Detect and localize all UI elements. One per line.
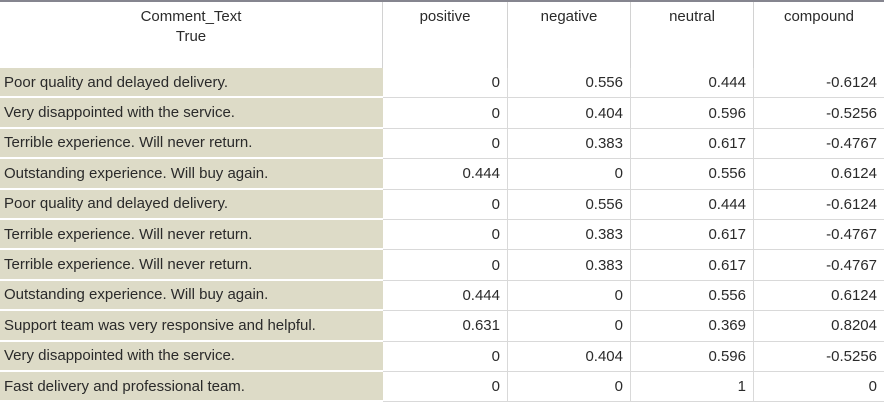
negative-value: 0.404: [508, 341, 631, 372]
compound-value: -0.4767: [754, 129, 884, 160]
negative-value: 0: [508, 280, 631, 312]
table-row: Support team was very responsive and hel…: [0, 311, 884, 342]
comment-cell: Fast delivery and professional team.: [0, 371, 383, 402]
neutral-value: 1: [631, 371, 754, 402]
negative-value: 0.383: [508, 250, 631, 281]
neutral-value: 0.369: [631, 311, 754, 342]
table-row: Very disappointed with the service. 0 0.40…: [0, 98, 884, 129]
negative-value: 0.383: [508, 219, 631, 251]
positive-value: 0.631: [383, 311, 508, 342]
table-row: Terrible experience. Will never return. 0…: [0, 219, 884, 251]
neutral-value: 0.617: [631, 128, 754, 160]
compound-value: -0.4767: [754, 250, 884, 281]
positive-value: 0: [383, 341, 508, 372]
neutral-value: 0.556: [631, 280, 754, 312]
positive-value: 0: [383, 68, 508, 99]
comment-cell: Poor quality and delayed delivery.: [0, 189, 383, 220]
positive-value: 0.444: [383, 280, 508, 312]
compound-value: 0.8204: [754, 311, 884, 342]
table-row: Very disappointed with the service. 0 0.40…: [0, 341, 884, 372]
comment-cell: Terrible experience. Will never return.: [0, 128, 383, 160]
positive-value: 0.444: [383, 159, 508, 190]
compound-value: -0.5256: [754, 342, 884, 372]
neutral-value: 0.596: [631, 98, 754, 129]
positive-value: 0: [383, 219, 508, 251]
negative-value: 0: [508, 311, 631, 342]
compound-value: 0.6124: [754, 159, 884, 190]
column-header-negative: negative: [508, 2, 631, 68]
column-header-compound: compound: [783, 8, 855, 25]
comment-cell: Poor quality and delayed delivery.: [0, 68, 383, 99]
compound-value: -0.5256: [754, 98, 884, 129]
comment-cell: Support team was very responsive and hel…: [0, 311, 383, 342]
index-header-name: Comment_Text: [140, 8, 242, 25]
comment-cell: Very disappointed with the service.: [0, 98, 383, 129]
table-row: Poor quality and delayed delivery. 0 0.556…: [0, 68, 884, 99]
positive-value: 0: [383, 128, 508, 160]
negative-value: 0.556: [508, 68, 631, 99]
neutral-value: 0.617: [631, 219, 754, 251]
compound-value: -0.6124: [754, 190, 884, 220]
comment-cell: Terrible experience. Will never return.: [0, 219, 383, 251]
negative-value: 0.556: [508, 189, 631, 220]
table-row: Terrible experience. Will never return. 0…: [0, 250, 884, 281]
neutral-value: 0.617: [631, 250, 754, 281]
positive-value: 0: [383, 250, 508, 281]
compound-value: 0.6124: [754, 281, 884, 312]
index-header-level: True: [175, 28, 207, 45]
table-row: Terrible experience. Will never return. 0…: [0, 128, 884, 160]
positive-value: 0: [383, 371, 508, 402]
table-row: Poor quality and delayed delivery. 0 0.556…: [0, 189, 884, 220]
comment-cell: Very disappointed with the service.: [0, 341, 383, 372]
index-header: Comment_Text True: [0, 2, 383, 68]
negative-value: 0.404: [508, 98, 631, 129]
neutral-value: 0.444: [631, 189, 754, 220]
table-body: Poor quality and delayed delivery. 0 0.556…: [0, 68, 884, 402]
column-header-neutral: neutral: [631, 2, 754, 68]
neutral-value: 0.444: [631, 68, 754, 99]
negative-value: 0: [508, 159, 631, 190]
comment-cell: Terrible experience. Will never return.: [0, 250, 383, 281]
neutral-value: 0.556: [631, 159, 754, 190]
positive-value: 0: [383, 98, 508, 129]
negative-value: 0.383: [508, 128, 631, 160]
table-header-row: Comment_Text True positive negative neut…: [0, 2, 884, 68]
table-row: Fast delivery and professional team. 0 0 1 0: [0, 371, 884, 402]
comment-cell: Outstanding experience. Will buy again.: [0, 159, 383, 190]
positive-value: 0: [383, 189, 508, 220]
compound-value: -0.6124: [754, 68, 884, 99]
column-header-positive: positive: [383, 2, 508, 68]
table-row: Outstanding experience. Will buy again. 0…: [0, 159, 884, 190]
comment-cell: Outstanding experience. Will buy again.: [0, 280, 383, 312]
compound-value: 0: [754, 372, 884, 402]
negative-value: 0: [508, 371, 631, 402]
neutral-value: 0.596: [631, 341, 754, 372]
compound-value: -0.4767: [754, 220, 884, 251]
table-row: Outstanding experience. Will buy again. 0…: [0, 280, 884, 312]
